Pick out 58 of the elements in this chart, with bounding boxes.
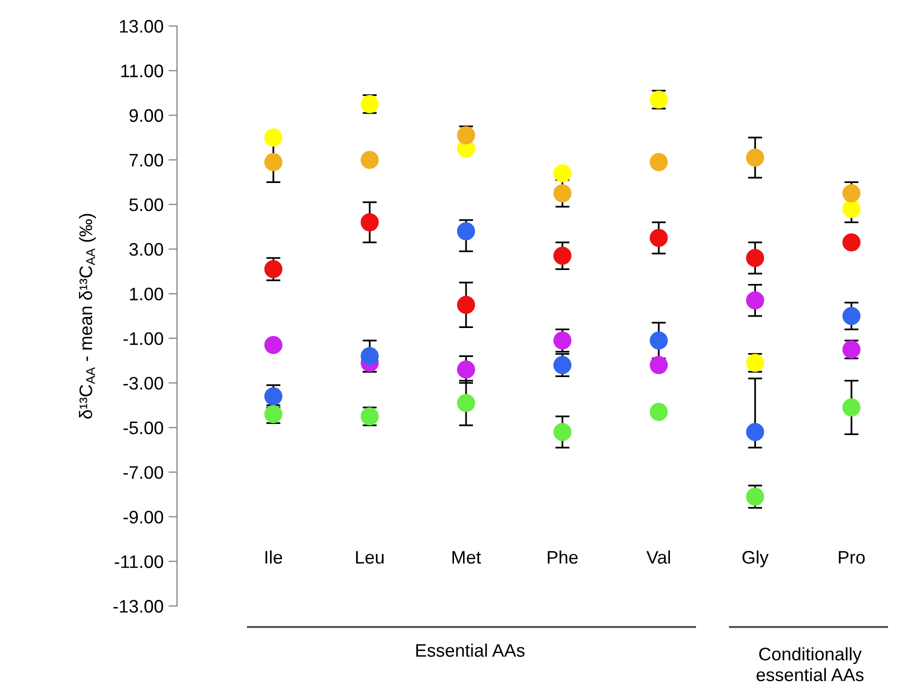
point [553, 356, 572, 374]
point [842, 398, 860, 416]
point [842, 306, 860, 326]
y-tick-label: -7.00 [123, 466, 164, 479]
point [650, 228, 668, 247]
point [360, 347, 379, 366]
point [360, 150, 379, 169]
x-tick-label: Gly [742, 550, 769, 568]
point [650, 332, 668, 350]
text: Conditionally essential AAs [756, 647, 864, 682]
y-tick-label: 9.00 [130, 109, 164, 122]
y-tick-label: 11.00 [121, 64, 164, 78]
y-tick-label: -3.00 [123, 376, 164, 390]
x-tick-label: Val [646, 550, 670, 564]
point [746, 291, 764, 310]
point [264, 153, 282, 172]
point [457, 394, 476, 412]
point [553, 164, 572, 182]
x-tick-label: Pro [838, 551, 865, 564]
point [457, 126, 476, 144]
y-tick-label: 7.00 [130, 154, 164, 167]
point [553, 184, 572, 202]
y-tick-label: -9.00 [123, 510, 164, 524]
y-tick-label: -13.00 [113, 600, 164, 613]
text: Essential AAs [416, 644, 525, 657]
point [746, 248, 764, 268]
x-tick-label: Ile [265, 550, 282, 564]
y-tick-label: 3.00 [129, 243, 164, 256]
y-tick-label: -11.00 [114, 555, 164, 568]
y-tick-label: 5.00 [129, 198, 164, 212]
point [553, 246, 572, 265]
point [842, 184, 860, 202]
y-tick-label: 1.00 [130, 288, 164, 300]
x-tick-label: Phe [548, 550, 578, 564]
x-tick-label: Met [452, 551, 481, 564]
point [650, 402, 668, 421]
y-axis-title: δ¹³C$_{AA}$ - mean δ¹³C$_{AA}$ (‰) [78, 214, 96, 419]
point [553, 422, 572, 442]
point [457, 222, 476, 240]
point [650, 153, 668, 172]
point [457, 360, 476, 379]
point [842, 200, 860, 218]
y-tick-label: -1.00 [123, 332, 164, 346]
point [360, 213, 379, 232]
point [650, 356, 668, 374]
point [553, 332, 572, 350]
y-tick-label: 13.00 [120, 20, 164, 33]
point [264, 260, 282, 278]
point [264, 336, 282, 354]
point [264, 128, 282, 147]
point [746, 488, 764, 506]
point [264, 387, 282, 406]
point [457, 296, 476, 314]
point [746, 422, 764, 442]
x-tick-label: Leu [356, 551, 384, 564]
point [746, 148, 764, 167]
point [842, 233, 860, 252]
y-tick-label: -5.00 [123, 421, 164, 434]
